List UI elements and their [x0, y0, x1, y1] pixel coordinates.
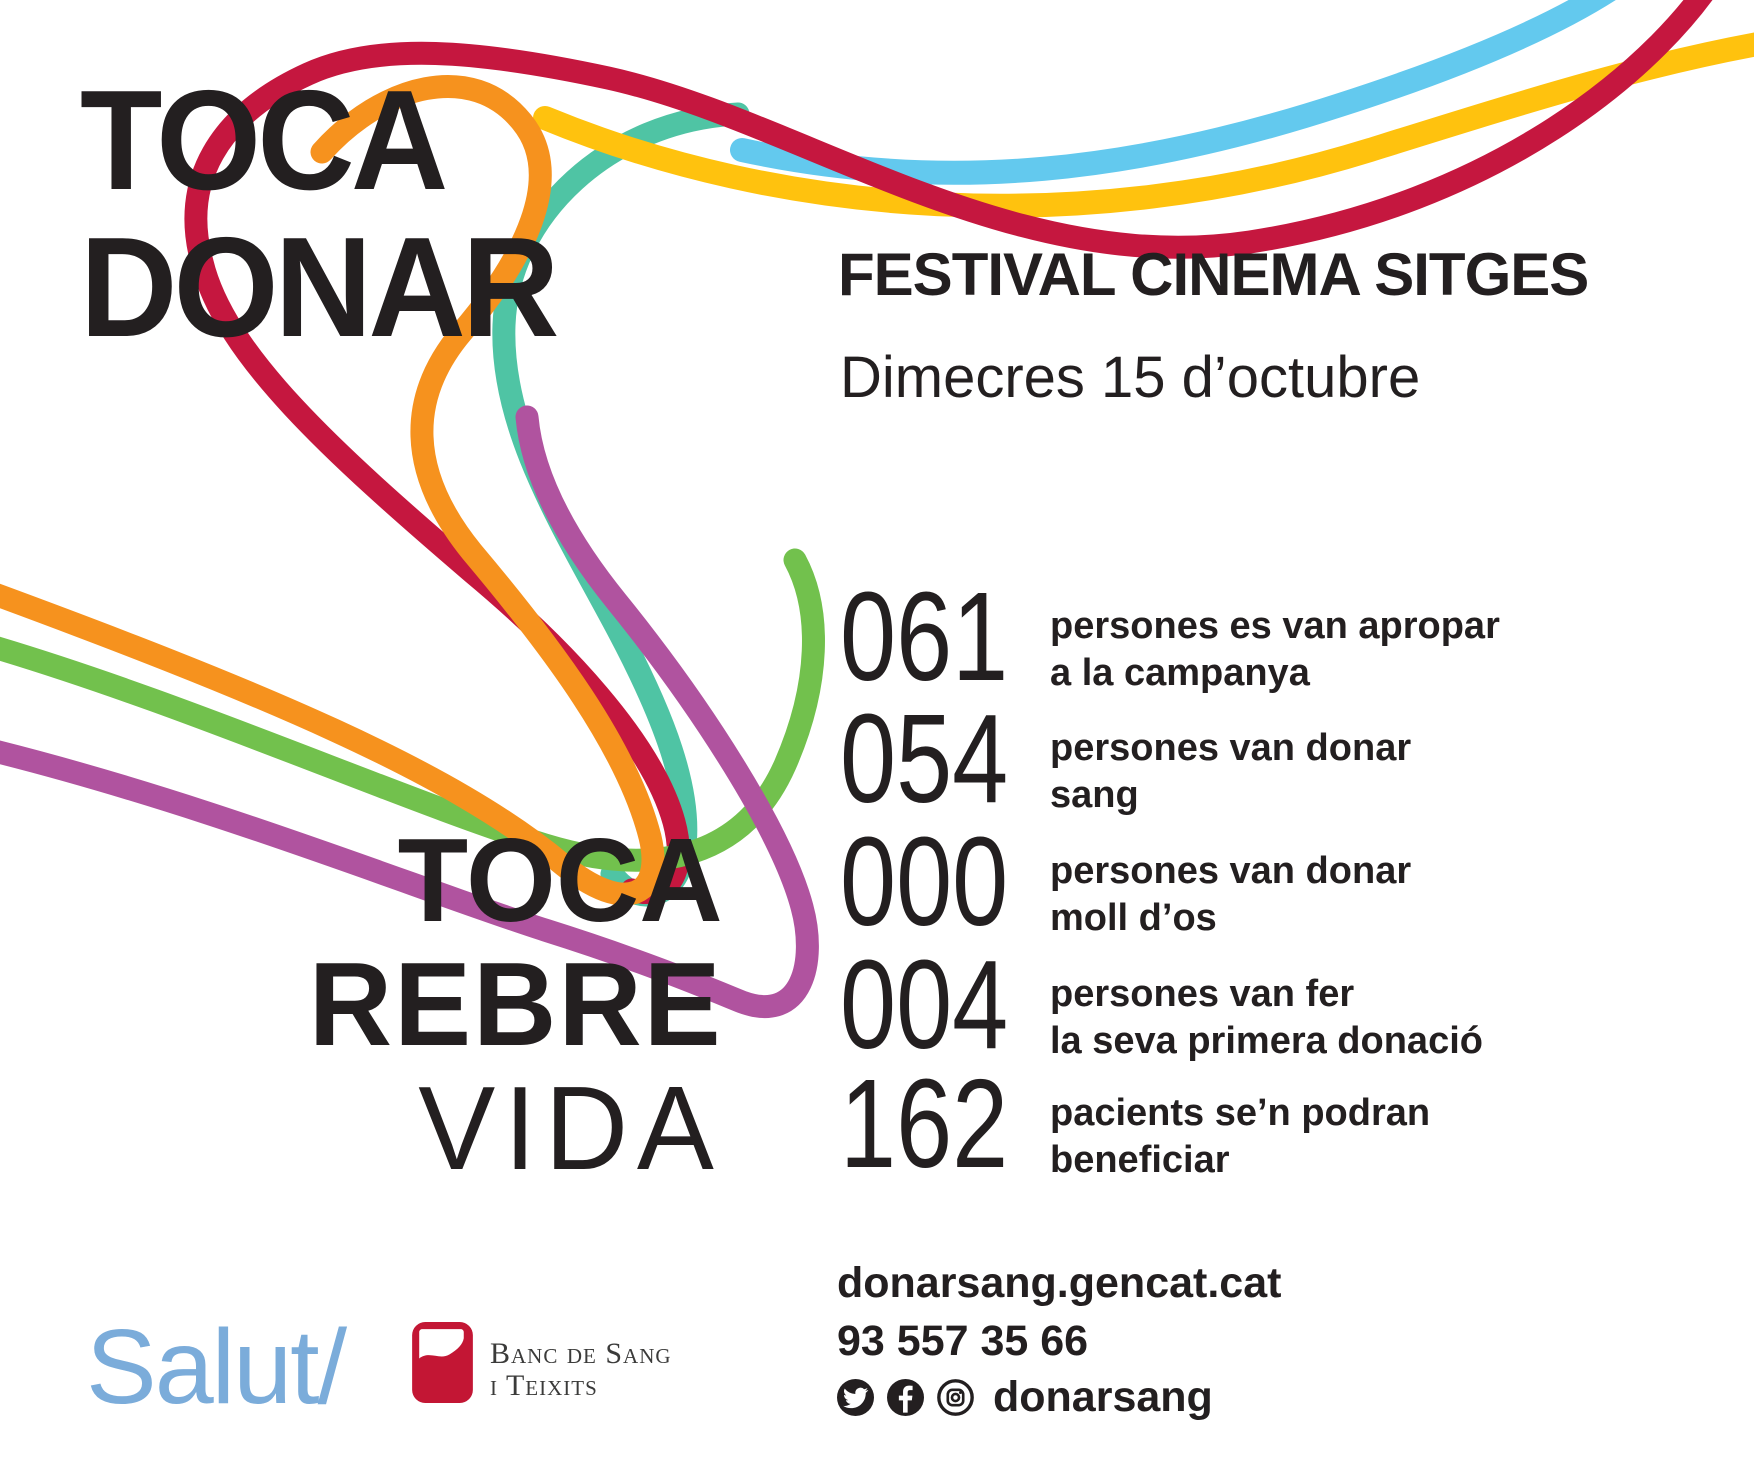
ribbon-orange: [0, 75, 665, 906]
blood-bag-icon: [412, 1322, 473, 1403]
stat-label-line: persones van donar: [1050, 850, 1412, 892]
headline-line-donar: DONAR: [80, 208, 559, 367]
website-url: donarsang.gencat.cat: [837, 1259, 1282, 1307]
event-title: FESTIVAL CINEMA SITGES: [838, 241, 1589, 308]
stat-label-line: sang: [1050, 774, 1139, 816]
headline-toca-rebre-vida: TOCA REBRE VIDA: [309, 819, 723, 1191]
salut-logo: Salut/: [86, 1308, 347, 1426]
ribbon-cyan: [730, 0, 1616, 185]
headline-line-toca2: TOCA: [398, 814, 723, 947]
stat-label: persones van donar sang: [1050, 725, 1411, 819]
phone-number: 93 557 35 66: [837, 1317, 1089, 1365]
ribbon-green: [0, 548, 825, 872]
banc-logo-line2: i Teixits: [490, 1369, 598, 1402]
facebook-icon: [887, 1378, 924, 1416]
stat-value: 061: [839, 566, 1008, 707]
stat-label-line: moll d’os: [1050, 897, 1217, 939]
stat-value: 000: [839, 811, 1008, 952]
stat-row-primera-donacio: 004 persones van fer la seva primera don…: [0, 942, 1754, 1072]
headline-line-vida: VIDA: [418, 1062, 723, 1195]
social-row: donarsang: [837, 1373, 1213, 1421]
stat-label: persones es van apropar a la campanya: [1050, 603, 1500, 697]
event-date: Dimecres 15 d’octubre: [840, 345, 1421, 410]
ribbon-red: [184, 0, 1713, 904]
headline-line-toca: TOCA: [80, 61, 448, 220]
stat-row-apropar: 061 persones es van apropar a la campany…: [0, 574, 1754, 704]
stat-label-line: persones van donar: [1050, 727, 1412, 769]
stat-value: 004: [839, 934, 1008, 1075]
banc-logo-line1: Banc de Sang: [490, 1337, 672, 1370]
stat-label-line: pacients se’n podran: [1050, 1092, 1431, 1134]
stat-label: pacients se’n podran beneficiar: [1050, 1090, 1430, 1184]
stat-label-line: persones es van apropar: [1050, 605, 1500, 647]
twitter-icon: [837, 1378, 874, 1416]
social-handle: donarsang: [993, 1372, 1213, 1421]
stat-value: 054: [839, 688, 1008, 829]
stat-label-line: persones van fer: [1050, 973, 1355, 1015]
stat-row-donar-sang: 054 persones van donar sang: [0, 696, 1754, 826]
stat-row-moll-dos: 000 persones van donar moll d’os: [0, 819, 1754, 949]
instagram-icon: [937, 1378, 974, 1416]
ribbon-purple: [0, 405, 819, 1018]
stat-label: persones van fer la seva primera donació: [1050, 971, 1483, 1065]
stat-value: 162: [839, 1053, 1008, 1194]
stat-row-pacients: 162 pacients se’n podran beneficiar: [0, 1061, 1754, 1191]
stat-label-line: la seva primera donació: [1050, 1020, 1483, 1062]
stat-label-line: a la campanya: [1050, 652, 1310, 694]
headline-line-rebre: REBRE: [309, 938, 723, 1071]
stat-label-line: beneficiar: [1050, 1139, 1230, 1181]
banc-de-sang-logo-text: Banc de Sang i Teixits: [490, 1338, 672, 1402]
headline-toca-donar: TOCA DONAR: [80, 61, 559, 367]
stat-label: persones van donar moll d’os: [1050, 848, 1411, 942]
